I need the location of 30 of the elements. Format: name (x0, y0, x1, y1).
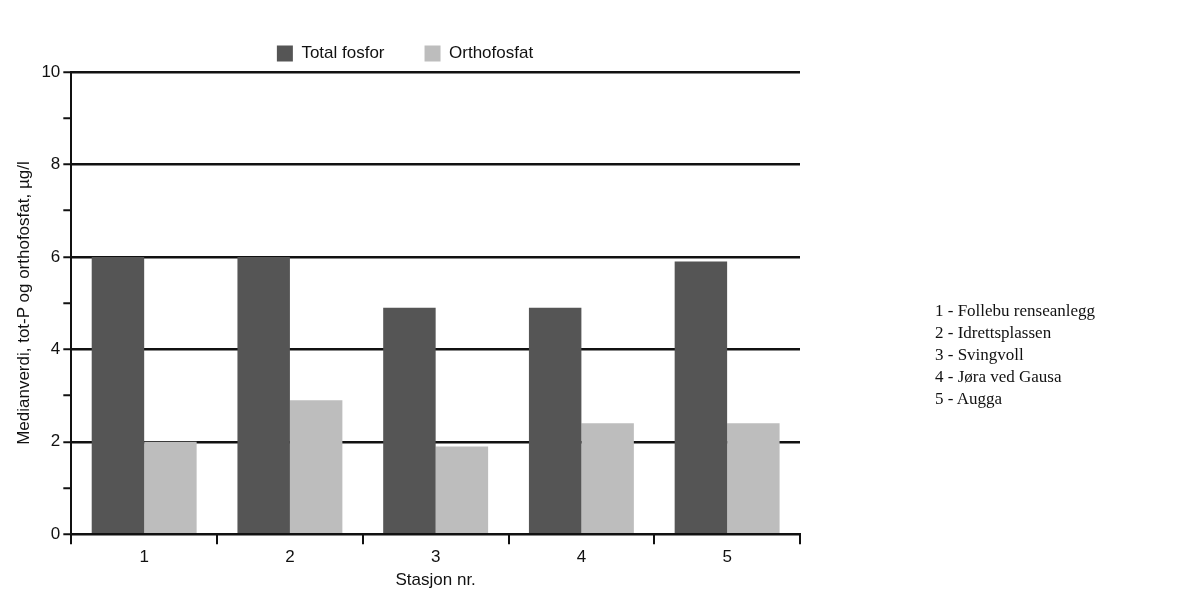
text: 3 - Svingvoll (935, 344, 1025, 366)
bar (237, 256, 290, 533)
y-tick-label: 6 (50, 246, 61, 266)
bar (289, 400, 343, 533)
x-tick-label: 4 (576, 547, 587, 567)
y-tick-label: 0 (50, 523, 61, 543)
bar (144, 441, 197, 533)
y-axis-title: Medianverdi, tot-P og orthofosfat, µg/l (13, 161, 33, 445)
x-tick-label: 1 (139, 547, 149, 567)
y-tick-label: 10 (41, 61, 61, 81)
bar (674, 261, 728, 533)
x-tick-label: 5 (722, 547, 732, 567)
x-tick-label: 3 (430, 547, 441, 567)
x-tick-label: 2 (285, 547, 295, 567)
bar (528, 307, 582, 533)
bar (91, 256, 145, 533)
y-tick-label: 8 (50, 154, 61, 174)
bar (727, 423, 780, 533)
text: 1 - Follebu renseanlegg (935, 300, 1096, 322)
bar (435, 446, 489, 533)
legend-label: Orthofosfat (449, 43, 534, 63)
y-tick-label: 2 (50, 431, 61, 451)
text: 5 - Augga (935, 388, 1004, 410)
text: 4 - Jøra ved Gausa (935, 366, 1063, 388)
legend-label: Total fosfor (301, 43, 385, 63)
bar (383, 307, 436, 533)
x-axis-title: Stasjon nr. (395, 570, 476, 590)
text: 2 - Idrettsplassen (935, 322, 1053, 344)
bar (581, 423, 634, 533)
y-tick-label: 4 (50, 339, 61, 359)
